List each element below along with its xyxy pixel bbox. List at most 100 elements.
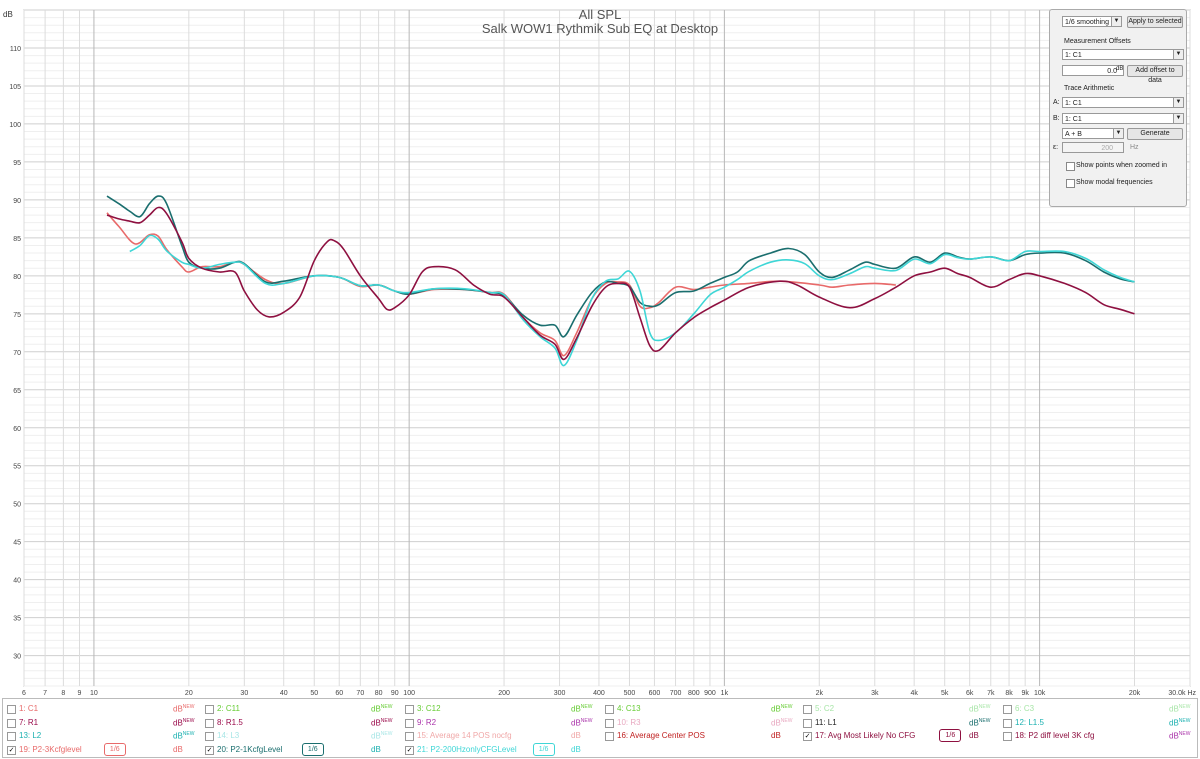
y-tick-label: 105 [9,84,21,91]
legend-item[interactable]: 11: L1 dBNEW [803,716,999,732]
legend-label: 15: Average 14 POS nocfg [417,731,512,740]
x-tick-label: 10 [90,690,98,697]
legend-item[interactable]: 4: C13 dBNEW [605,702,801,718]
legend-checkbox[interactable] [605,718,614,728]
legend-item[interactable]: ✓ 21: P2-200HzonlyCFGLevel 1/6 dB [405,742,601,759]
legend-item[interactable]: 9: R2 dBNEW [405,716,601,732]
legend-item[interactable]: 6: C3 dBNEW [1003,702,1199,718]
smoothing-badge[interactable]: 1/6 [532,742,555,756]
y-tick-label: 50 [13,502,21,509]
legend-item[interactable]: 7: R1 dBNEW [7,716,203,732]
legend-checkbox[interactable] [605,705,614,714]
legend-item[interactable]: 1: C1 dBNEW [7,702,203,718]
measurement-offsets-label: Measurement Offsets [1064,38,1131,45]
legend-item[interactable]: 10: R3 dBNEW [605,716,801,732]
show-modal-checkbox[interactable] [1066,179,1075,188]
legend-item[interactable]: 15: Average 14 POS nocfg dB [405,729,601,745]
legend-label: 3: C12 [417,704,441,713]
x-tick-label: 9 [78,690,82,697]
x-tick-label: 9k [1021,690,1029,697]
x-tick-label: 4k [910,690,918,697]
legend-checkbox[interactable] [803,718,812,728]
smoothing-badge[interactable]: 1/6 [301,742,324,756]
legend-label: 9: R2 [417,717,437,727]
chart-title: All SPL [579,7,622,22]
y-tick-label: 35 [13,616,21,623]
legend-label: 8: R1.5 [217,717,243,727]
legend-label: 14: L3 [217,731,240,740]
epsilon-input[interactable]: 200 [1062,142,1124,153]
legend-checkbox[interactable] [605,732,614,741]
legend-checkbox[interactable] [205,732,214,741]
add-offset-button[interactable]: Add offset to data [1127,65,1183,84]
x-tick-label: 2k [816,690,824,697]
legend-checkbox[interactable] [1003,732,1012,741]
offset-measurement-select[interactable]: 1: C1 ▼ [1062,49,1184,60]
legend-db-unit: dBNEW [1169,704,1191,714]
legend-item[interactable]: ✓ 19: P2-3Kcfglevel 1/6 dB [7,742,203,759]
legend-checkbox[interactable] [405,718,414,728]
legend-checkbox[interactable] [205,718,214,728]
x-tick-label: 7k [987,690,995,697]
x-tick-label: 400 [593,690,605,697]
legend-item[interactable]: ✓ 20: P2-1KcfgLevel 1/6 dB [205,742,401,759]
apply-to-selected-button[interactable]: Apply to selected [1127,16,1183,28]
legend-label: 13: L2 [19,731,42,740]
plot-area[interactable] [23,9,1191,687]
legend-item[interactable]: 16: Average Center POS dB [605,729,801,745]
x-tick-label: 6k [966,690,974,697]
show-points-checkbox[interactable] [1066,162,1075,171]
trace-a-select[interactable]: 1: C1 ▼ [1062,97,1184,108]
legend-checkbox[interactable] [7,705,16,714]
y-tick-label: 30 [13,654,21,661]
smoothing-select[interactable]: 1/6 smoothing ▼ [1062,16,1122,27]
legend-item[interactable]: 2: C11 dBNEW [205,702,401,718]
legend-db-unit: dB [969,731,979,740]
y-tick-label: 110 [10,46,21,53]
trace-b-select[interactable]: 1: C1 ▼ [1062,113,1184,124]
legend-checkbox[interactable]: ✓ [205,745,214,755]
legend-item[interactable]: ✓ 17: Avg Most Likely No CFG 1/6 dB [803,729,999,745]
operation-select[interactable]: A + B ▼ [1062,128,1124,139]
series-line-4[interactable] [106,206,1135,361]
spl-chart[interactable]: 30 35 40 45 50 55 60 65 70 75 80 85 90 95 100 105 110 6 7… [0,0,1200,698]
legend-checkbox[interactable] [405,732,414,741]
x-tick-label: 800 [688,690,700,697]
legend-item[interactable]: 18: P2 diff level 3K cfg dBNEW [1003,729,1199,745]
legend-checkbox[interactable] [803,705,812,714]
legend-checkbox[interactable]: ✓ [803,732,812,741]
legend-checkbox[interactable] [1003,718,1012,728]
show-modal-label: Show modal frequencies [1076,179,1153,186]
y-axis: 30 35 40 45 50 55 60 65 70 75 80 85 90 95 100 105 110 [9,46,21,661]
x-tick-label: 90 [391,690,399,697]
legend-checkbox[interactable]: ✓ [405,745,414,755]
legend-checkbox[interactable] [205,705,214,714]
x-tick-label: 10k [1034,690,1046,697]
x-tick-label: 500 [624,690,636,697]
generate-button[interactable]: Generate [1127,128,1183,140]
legend-item[interactable]: 5: C2 dBNEW [803,702,999,718]
x-tick-label: 40 [280,690,288,697]
legend-label: 6: C3 [1015,704,1035,713]
legend-item[interactable]: 14: L3 dBNEW [205,729,401,745]
legend-checkbox[interactable] [1003,705,1012,714]
legend-db-unit: dBNEW [771,717,793,728]
legend-checkbox[interactable] [405,705,414,714]
legend-checkbox[interactable] [7,732,16,741]
legend-db-unit: dB [571,744,581,754]
legend-item[interactable]: 12: L1.5 dBNEW [1003,716,1199,732]
measurement-legend: 1: C1 dBNEW 2: C11 dBNEW 3: C12 dBNEW 4: C13 dB… [2,698,1198,758]
smoothing-badge[interactable]: 1/6 [103,742,126,756]
legend-item[interactable]: 8: R1.5 dBNEW [205,716,401,732]
legend-item[interactable]: 3: C12 dBNEW [405,702,601,718]
offset-value-input[interactable]: 0.0 [1062,65,1124,76]
series-line-3[interactable] [129,234,1135,367]
legend-db-unit: dBNEW [571,704,593,714]
y-tick-label: 40 [13,578,21,585]
legend-db-unit: dBNEW [1169,731,1191,741]
smoothing-badge[interactable]: 1/6 [939,729,962,742]
legend-checkbox[interactable] [7,718,16,728]
a-label: A: [1053,99,1060,106]
legend-checkbox[interactable]: ✓ [7,745,16,755]
legend-item[interactable]: 13: L2 dBNEW [7,729,203,745]
